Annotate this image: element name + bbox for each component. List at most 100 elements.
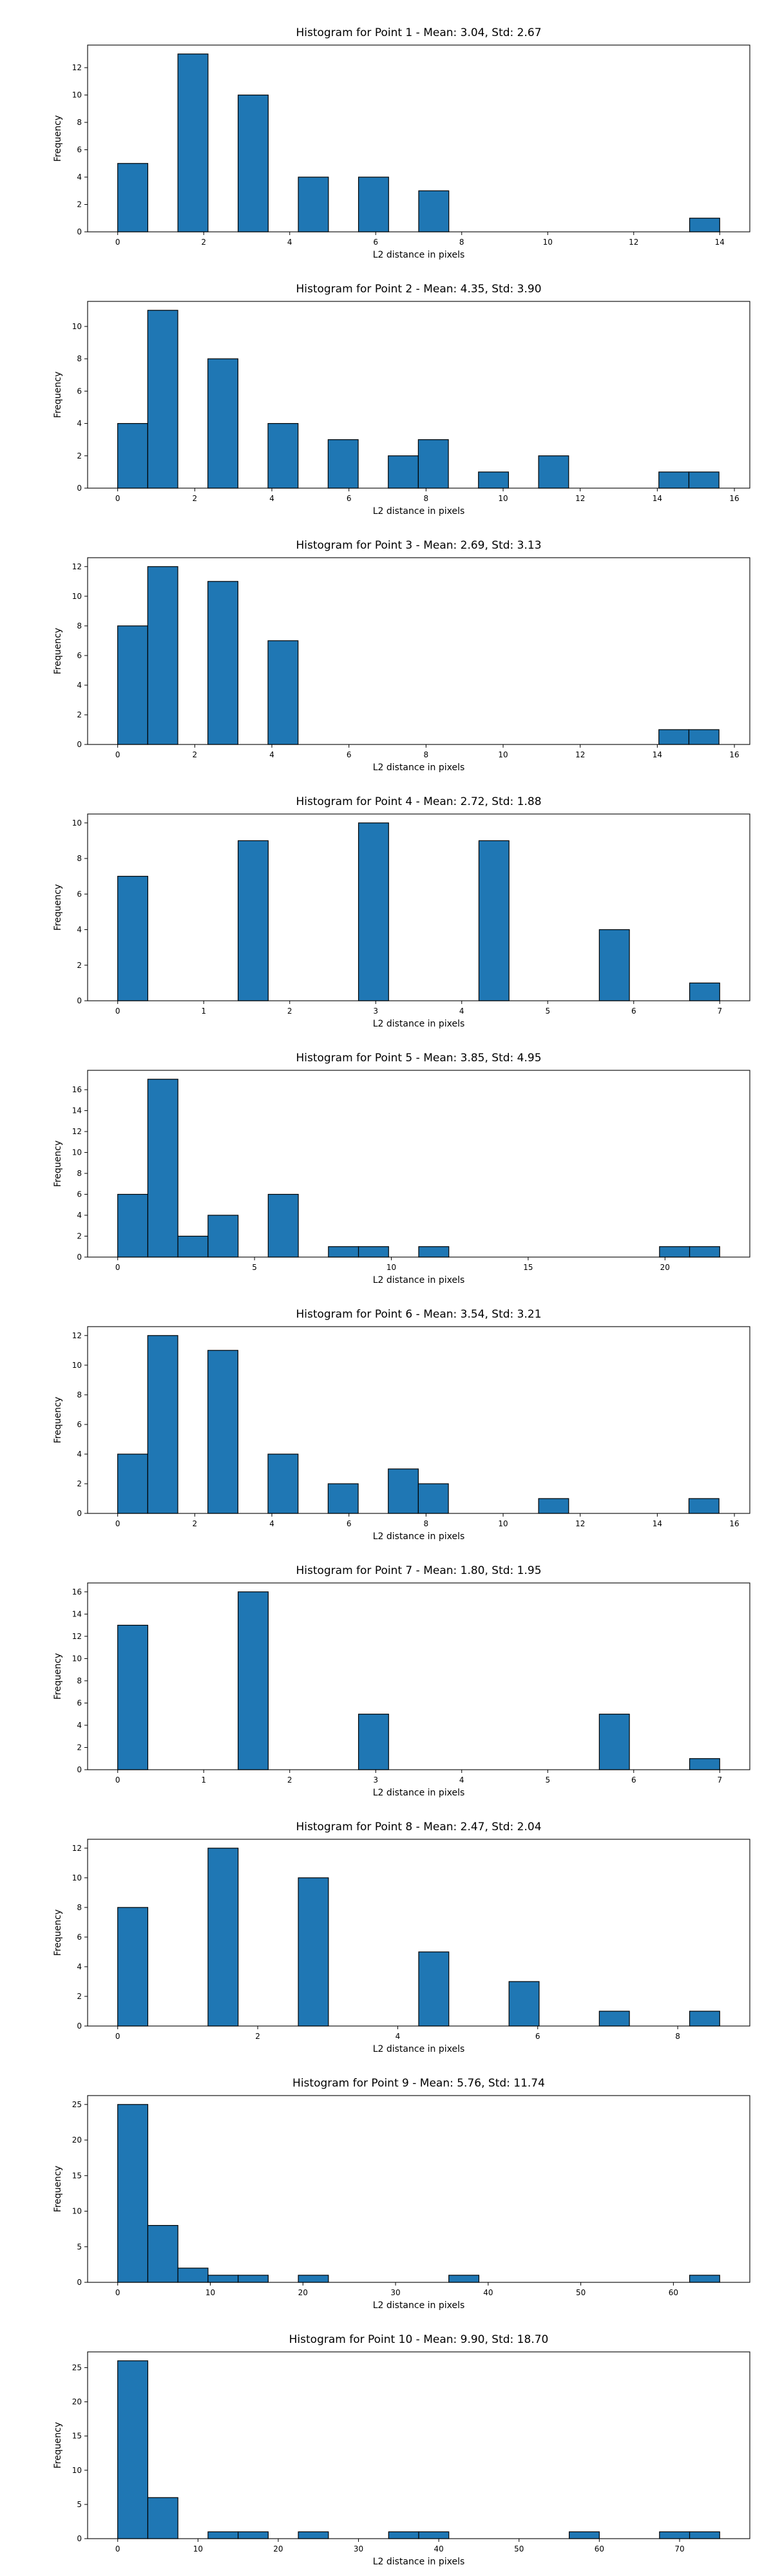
y-tick-label: 8 [77,118,82,127]
x-tick-label: 6 [373,238,378,247]
y-tick-label: 6 [77,1933,82,1942]
histogram-bar [448,2275,480,2283]
y-axis-label: Frequency [53,1909,63,1956]
y-tick-label: 0 [77,1509,82,1518]
chart-title: Histogram for Point 2 - Mean: 4.35, Std:… [296,283,541,296]
histogram-bar [658,729,690,745]
x-tick-label: 5 [545,1776,550,1785]
x-tick-label: 7 [717,1776,722,1785]
x-tick-label: 3 [373,1007,378,1016]
chart-title: Histogram for Point 3 - Mean: 2.69, Std:… [296,539,541,552]
x-tick-label: 16 [729,750,739,759]
x-tick-label: 6 [631,1776,636,1785]
x-tick-label: 12 [575,494,585,503]
x-tick-label: 2 [255,2032,260,2041]
histogram-bar [117,625,148,745]
y-tick-label: 0 [77,1253,82,1262]
x-tick-label: 0 [115,2288,120,2297]
y-tick-label: 6 [77,1190,82,1199]
histogram-bar [508,1981,540,2027]
y-tick-label: 20 [72,2398,82,2407]
histogram-bar [298,2275,329,2283]
x-tick-label: 8 [459,238,464,247]
y-tick-label: 15 [72,2171,82,2180]
histogram-bar [177,2268,209,2283]
histogram-bar [598,1714,630,1770]
chart-title: Histogram for Point 8 - Mean: 2.47, Std:… [296,1821,541,1833]
y-tick-label: 2 [77,961,82,970]
y-tick-label: 2 [77,1992,82,2001]
histogram-bar [658,471,690,489]
x-axis-label: L2 distance in pixels [373,2557,465,2567]
histogram-bar [207,1350,238,1514]
y-tick-label: 2 [77,451,82,460]
y-tick-label: 6 [77,146,82,155]
histogram-bar [388,1468,419,1514]
histogram-bar [538,1498,569,1514]
x-tick-label: 4 [459,1007,464,1016]
x-tick-label: 0 [115,1263,120,1272]
x-tick-label: 8 [675,2032,680,2041]
x-tick-label: 50 [576,2288,586,2297]
y-tick-label: 8 [77,354,82,363]
axes-frame [87,301,750,489]
x-tick-label: 2 [193,750,198,759]
y-tick-label: 12 [72,1632,82,1641]
histogram-bar [298,2531,329,2539]
histogram-bar [688,729,720,745]
x-tick-label: 0 [115,238,120,247]
y-tick-label: 4 [77,1721,82,1730]
y-tick-label: 0 [77,227,82,236]
y-tick-label: 2 [77,710,82,719]
y-tick-label: 6 [77,889,82,898]
chart-title: Histogram for Point 1 - Mean: 3.04, Std:… [296,26,541,39]
histogram-bar [117,1907,149,2027]
x-tick-label: 10 [498,494,508,503]
y-tick-label: 10 [72,322,82,331]
histogram-bar [207,1215,239,1258]
y-tick-label: 12 [72,1127,82,1136]
y-tick-label: 8 [77,621,82,630]
y-tick-label: 4 [77,681,82,690]
y-tick-label: 14 [72,1609,82,1618]
x-tick-label: 2 [287,1776,292,1785]
x-tick-label: 4 [396,2032,401,2041]
x-tick-label: 15 [523,1263,533,1272]
x-tick-label: 2 [201,238,206,247]
x-tick-label: 6 [631,1007,636,1016]
y-tick-label: 0 [77,484,82,493]
x-axis-label: L2 distance in pixels [373,1019,465,1029]
y-tick-label: 10 [72,1654,82,1663]
histogram-bar [358,1714,389,1770]
y-axis-label: Frequency [53,115,63,162]
histogram-bar [117,2104,149,2283]
y-axis-label: Frequency [53,1141,63,1187]
x-tick-label: 10 [193,2544,203,2553]
y-tick-label: 14 [72,1106,82,1115]
y-tick-label: 10 [72,819,82,828]
y-tick-label: 10 [72,91,82,100]
x-tick-label: 10 [543,238,553,247]
y-tick-label: 0 [77,996,82,1005]
chart-title: Histogram for Point 5 - Mean: 3.85, Std:… [296,1052,541,1065]
histogram-bar [358,1246,389,1258]
histogram-bar [147,2497,178,2539]
histogram-bar [267,640,299,745]
histogram-bar [267,1454,299,1514]
chart-title: Histogram for Point 7 - Mean: 1.80, Std:… [296,1564,541,1577]
y-tick-label: 4 [77,925,82,934]
histogram-bar [117,2360,149,2539]
x-axis-label: L2 distance in pixels [373,506,465,516]
x-tick-label: 10 [205,2288,215,2297]
histogram-bar [207,358,238,489]
x-tick-label: 1 [201,1007,206,1016]
histogram-bar [147,310,178,489]
y-tick-label: 25 [72,2363,82,2372]
histogram-bar [238,1591,269,1770]
x-tick-label: 20 [660,1263,670,1272]
x-tick-label: 16 [729,494,739,503]
y-tick-label: 16 [72,1085,82,1094]
y-tick-label: 8 [77,854,82,863]
y-tick-label: 6 [77,1698,82,1707]
